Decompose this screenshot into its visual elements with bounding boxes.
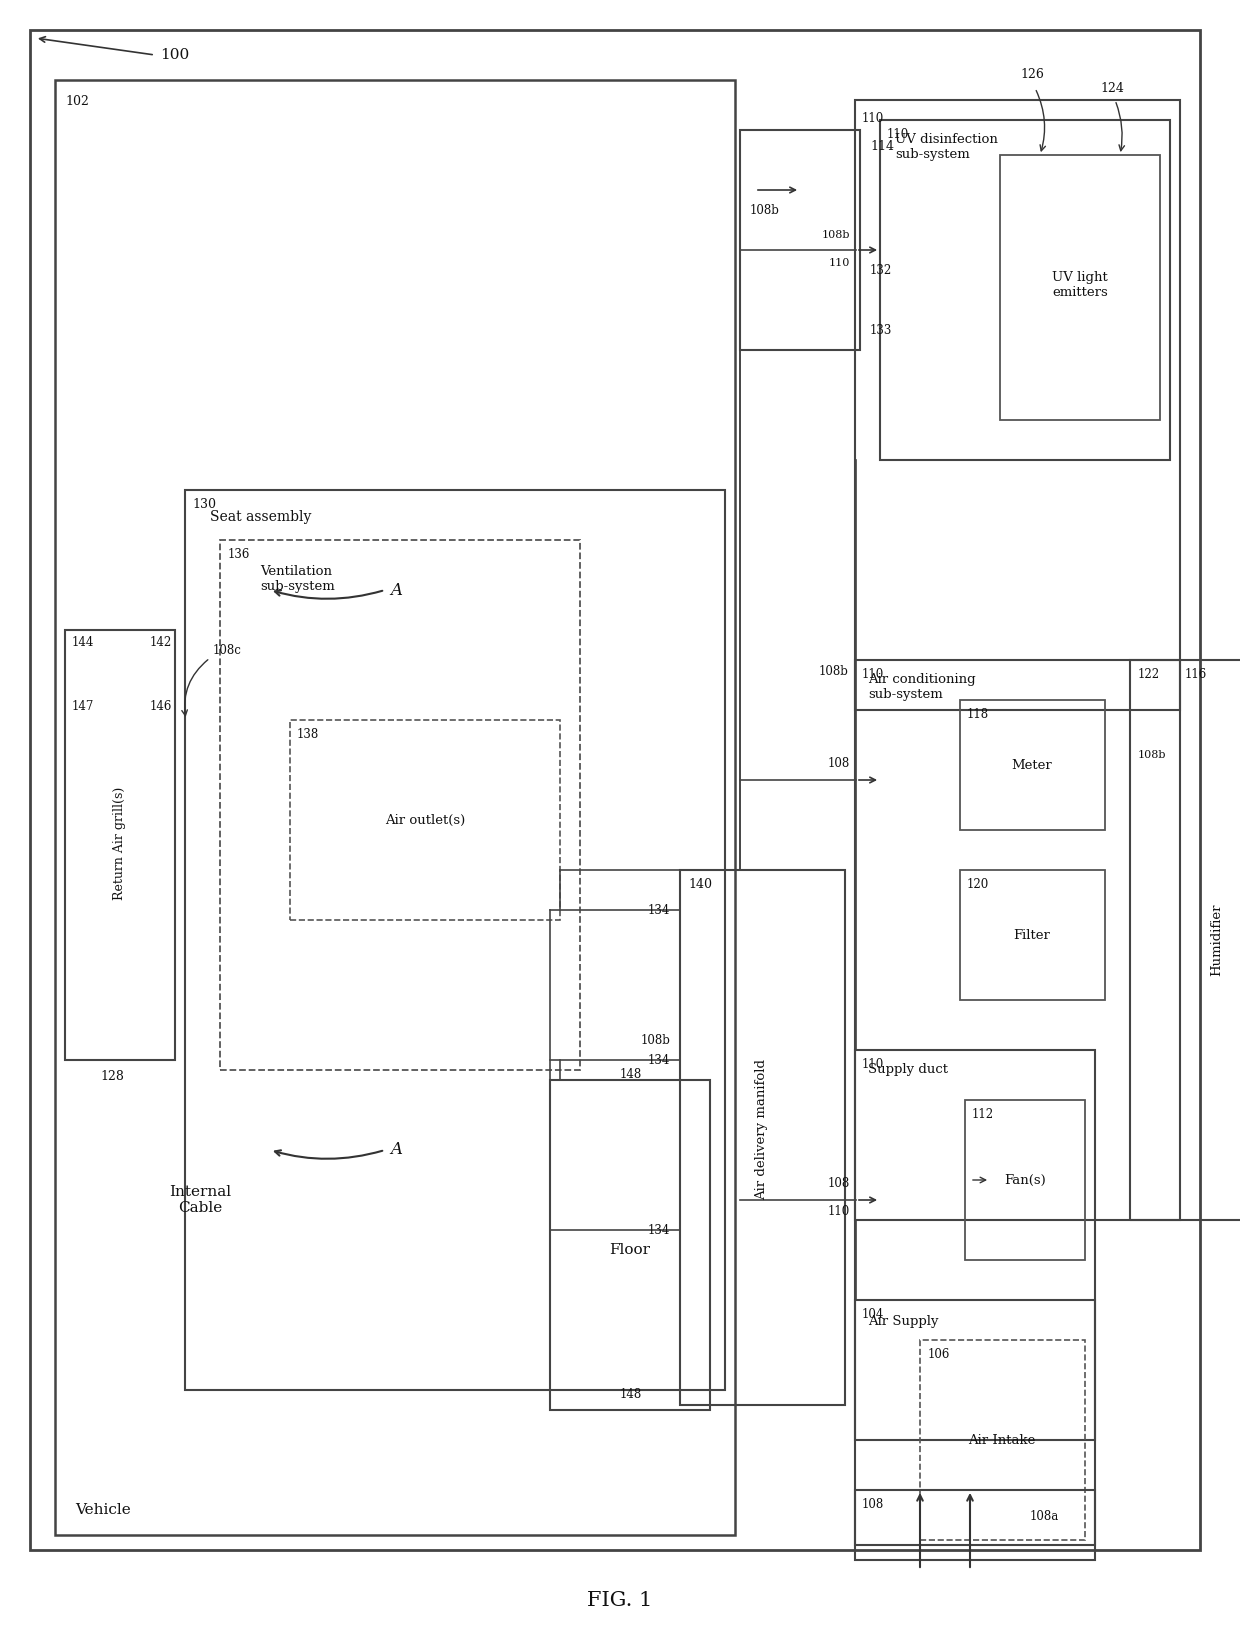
Text: Meter: Meter — [1012, 758, 1053, 771]
Text: Air delivery manifold: Air delivery manifold — [755, 1059, 769, 1201]
Bar — [1130, 661, 1240, 1220]
Text: Air Supply: Air Supply — [868, 1315, 939, 1328]
Text: 106: 106 — [928, 1349, 950, 1362]
Text: 148: 148 — [620, 1069, 642, 1082]
Bar — [219, 540, 580, 1071]
Text: Air conditioning
sub-system: Air conditioning sub-system — [868, 674, 976, 701]
Text: Filter: Filter — [1013, 929, 1050, 942]
Text: 138: 138 — [298, 727, 319, 740]
Text: 148: 148 — [620, 1388, 642, 1401]
Text: 108c: 108c — [213, 644, 242, 657]
Text: 108: 108 — [828, 1176, 849, 1189]
Text: 108a: 108a — [1030, 1510, 1059, 1523]
Text: Vehicle: Vehicle — [74, 1503, 130, 1516]
Text: Humidifier: Humidifier — [1210, 903, 1224, 976]
Text: 120: 120 — [967, 879, 990, 892]
Text: 110: 110 — [862, 669, 884, 682]
Bar — [856, 661, 1180, 1220]
Bar — [185, 490, 725, 1389]
Bar — [856, 99, 1180, 709]
Bar — [680, 870, 844, 1406]
Bar — [920, 1341, 1085, 1541]
Text: Floor: Floor — [610, 1243, 651, 1258]
Text: 108: 108 — [862, 1498, 884, 1511]
Text: Seat assembly: Seat assembly — [210, 509, 311, 524]
Bar — [960, 700, 1105, 830]
Text: 147: 147 — [72, 700, 94, 713]
Text: 118: 118 — [967, 708, 990, 721]
Bar — [880, 120, 1171, 460]
Text: Air Intake: Air Intake — [968, 1433, 1035, 1446]
Text: 134: 134 — [647, 1054, 670, 1067]
Bar — [290, 721, 560, 919]
Text: UV disinfection
sub-system: UV disinfection sub-system — [895, 133, 998, 161]
Text: Return Air grill(s): Return Air grill(s) — [114, 786, 126, 900]
Text: Ventilation
sub-system: Ventilation sub-system — [260, 565, 335, 592]
Text: 110: 110 — [828, 1206, 849, 1219]
Text: Supply duct: Supply duct — [868, 1062, 949, 1075]
Text: 110: 110 — [887, 129, 909, 142]
Text: 108: 108 — [828, 757, 849, 770]
Text: Air outlet(s): Air outlet(s) — [384, 814, 465, 827]
Text: 114: 114 — [870, 140, 894, 153]
Text: 124: 124 — [1100, 81, 1123, 94]
Bar — [856, 1049, 1095, 1440]
Text: 112: 112 — [972, 1108, 994, 1121]
Text: 140: 140 — [688, 879, 712, 892]
Text: 102: 102 — [64, 94, 89, 107]
Text: 108b: 108b — [1138, 750, 1167, 760]
Bar — [999, 155, 1159, 420]
Text: 110: 110 — [862, 112, 884, 125]
Text: 110: 110 — [828, 259, 849, 268]
Text: 134: 134 — [647, 903, 670, 916]
Text: 100: 100 — [160, 49, 190, 62]
Text: 130: 130 — [192, 498, 216, 511]
Text: A: A — [391, 581, 402, 599]
Text: 134: 134 — [647, 1224, 670, 1237]
Text: UV light
emitters: UV light emitters — [1052, 272, 1107, 299]
Bar — [960, 870, 1105, 1001]
Text: 108b: 108b — [821, 229, 849, 241]
Bar — [551, 1080, 711, 1411]
Text: 132: 132 — [870, 264, 893, 277]
Text: 110: 110 — [862, 1058, 884, 1071]
Text: 122: 122 — [1138, 669, 1161, 682]
Text: 146: 146 — [150, 700, 172, 713]
Text: 136: 136 — [228, 548, 250, 561]
Text: FIG. 1: FIG. 1 — [588, 1591, 652, 1609]
Text: 104: 104 — [862, 1308, 884, 1321]
Bar — [856, 1490, 1095, 1546]
Text: 116: 116 — [1185, 669, 1208, 682]
Text: 144: 144 — [72, 636, 94, 649]
Text: A: A — [391, 1142, 402, 1158]
Text: 108b: 108b — [750, 203, 780, 216]
Bar — [965, 1100, 1085, 1259]
Bar — [856, 1300, 1095, 1560]
Text: Fan(s): Fan(s) — [1004, 1173, 1045, 1186]
Text: 108b: 108b — [640, 1033, 670, 1046]
Text: 108b: 108b — [818, 665, 848, 678]
Text: 142: 142 — [150, 636, 172, 649]
Text: Internal
Cable: Internal Cable — [169, 1184, 231, 1215]
Text: 126: 126 — [1021, 68, 1044, 81]
Bar — [740, 130, 861, 350]
Text: 128: 128 — [100, 1071, 124, 1084]
Bar — [55, 80, 735, 1534]
Bar — [64, 630, 175, 1061]
Text: 133: 133 — [870, 324, 893, 337]
